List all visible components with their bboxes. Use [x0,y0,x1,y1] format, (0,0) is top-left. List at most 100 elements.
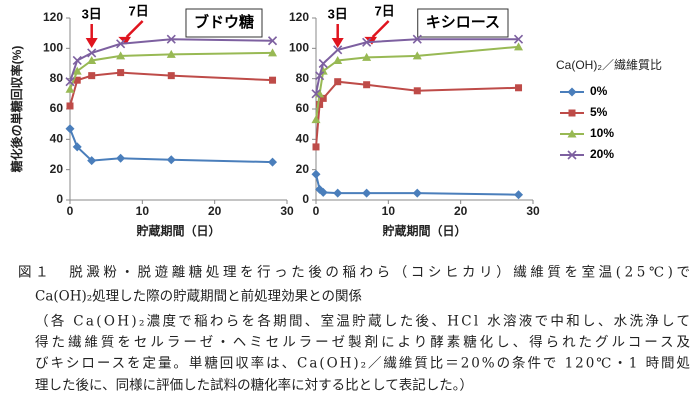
marker [319,94,327,102]
annotation: 3日 [328,6,348,21]
arrow [371,20,390,38]
marker [116,39,126,49]
series-line [69,71,273,107]
marker [311,89,321,99]
marker [88,72,96,80]
x-tick-label: 20 [208,204,222,218]
marker [333,55,343,64]
x-tick-label: 0 [313,204,320,218]
panel-label: ブドウ糖 [194,13,254,31]
marker [72,55,82,66]
marker [312,143,320,151]
marker [567,150,577,160]
y-tick-label: 60 [296,101,310,115]
y-tick-label: 120 [43,10,63,24]
arrow-head [85,38,98,48]
marker [65,77,75,87]
series-line [69,38,273,83]
marker [568,109,576,117]
marker [515,84,523,92]
x-tick-label: 30 [526,204,540,218]
marker [72,66,82,75]
marker [315,71,325,81]
marker [65,84,75,93]
marker [167,72,175,80]
marker [362,52,372,61]
series-line [69,51,273,90]
y-tick-label: 80 [296,71,310,85]
legend-title: Ca(OH)₂／繊維質比 [556,57,662,72]
marker [412,188,422,198]
caption-line: 図１ 脱澱粉・脱遊離糖処理を行った後の稲わら（コシヒカリ）繊維質を室温(25℃)… [18,264,690,281]
x-tick-label: 10 [382,204,396,218]
y-tick-label: 0 [56,192,63,206]
marker [269,76,277,84]
y-tick-label: 20 [50,162,64,176]
caption-line: びキシロースを定量。単糖回収率は、Ca(OH)₂／繊維質比＝20%の条件で 12… [35,355,691,372]
marker [116,51,126,60]
marker [514,42,524,51]
marker [65,124,75,134]
marker [311,169,321,179]
annotation: 3日 [82,6,102,21]
y-tick-label: 40 [296,132,310,146]
arrow-head [364,36,377,45]
legend-label: 20% [590,147,614,161]
marker [514,190,524,200]
legend-label: 10% [590,126,614,140]
marker [363,81,371,89]
marker [334,78,342,86]
marker [166,49,176,58]
marker [311,115,321,124]
y-tick-label: 60 [50,101,64,115]
panel-label: キシロース [426,14,500,31]
marker [117,69,125,77]
y-tick-label: 100 [43,41,63,55]
annotation: 7日 [375,3,395,18]
y-tick-label: 80 [50,71,64,85]
y-axis-label: 糖化後の単糖回収率(%) [9,46,24,173]
marker [166,155,176,165]
marker [267,36,278,46]
marker [567,87,577,97]
x-axis-label: 貯蔵期間（日） [382,223,466,238]
marker [333,45,343,55]
caption-line: 得た繊維質をセルラーゼ・ヘミセルラーゼ製剤により酵素糖化し、得られたグルコース及 [35,334,691,351]
marker [73,76,81,84]
legend-label: 5% [590,105,608,119]
marker [316,100,324,108]
y-tick-label: 40 [50,132,64,146]
marker [87,48,97,58]
marker [87,55,97,64]
caption: 図１ 脱澱粉・脱遊離糖処理を行った後の稲わら（コシヒカリ）繊維質を室温(25℃)… [18,264,691,394]
marker [362,37,372,47]
annotation: 7日 [129,3,149,18]
marker [87,156,97,166]
marker [513,34,524,44]
y-tick-label: 20 [296,162,310,176]
marker [318,187,328,197]
legend-label: 0% [590,84,608,98]
arrow-head [331,38,344,48]
y-tick-label: 120 [289,10,309,24]
series-line [315,38,519,95]
marker [412,51,422,60]
x-tick-label: 30 [280,204,294,218]
x-tick-label: 20 [454,204,468,218]
marker [413,87,421,95]
marker [268,48,278,57]
caption-line: （各 Ca(OH)₂濃度で稲わらを各期間、室温貯蔵した後、HCl 水溶液で中和し… [35,313,690,330]
panel-label-box [185,8,263,38]
marker [567,129,577,138]
y-tick-label: 0 [302,192,309,206]
marker [412,34,422,44]
marker [72,142,82,152]
marker [333,188,343,198]
marker [318,58,328,69]
x-axis-label: 貯蔵期間（日） [136,223,220,238]
caption-line: 理した後に、同様に評価した試料の糖化率に対する比として表記した。） [35,377,473,394]
y-tick-label: 100 [289,41,309,55]
marker [166,34,176,44]
marker [116,153,126,163]
